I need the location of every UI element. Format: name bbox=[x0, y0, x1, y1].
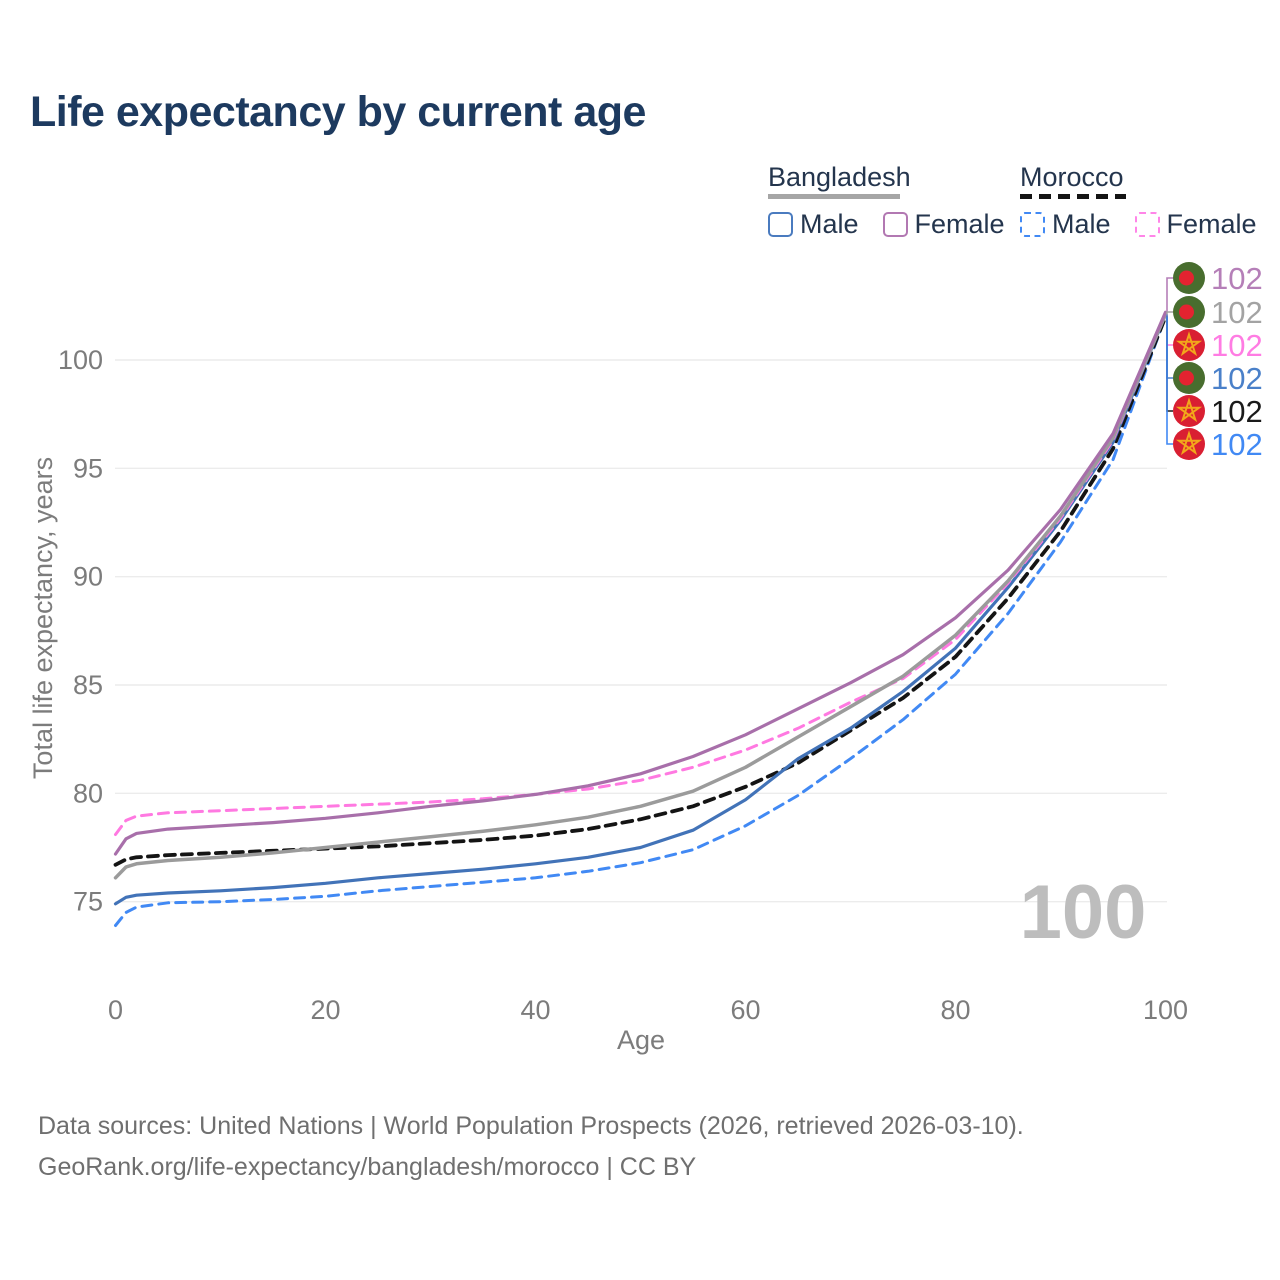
bangladesh-flag-dot bbox=[1179, 270, 1194, 286]
x-tick-label: 40 bbox=[520, 995, 550, 1025]
x-tick-label: 100 bbox=[1143, 995, 1188, 1025]
series-lines bbox=[113, 310, 1168, 927]
morocco-flag-star-icon bbox=[1175, 331, 1203, 357]
series-line-morocco-male bbox=[114, 315, 1167, 927]
legend-item-morocco-male[interactable]: Male bbox=[1020, 209, 1111, 240]
legend-group-bangladesh: Bangladesh Male Female bbox=[768, 163, 1005, 240]
leader-line-bangladesh-male bbox=[1166, 314, 1173, 379]
x-axis-ticks: 0 20 40 60 80 100 bbox=[108, 995, 1188, 1025]
y-tick-label: 85 bbox=[73, 670, 103, 700]
y-tick-label: 75 bbox=[73, 887, 103, 917]
attribution: Data sources: United Nations | World Pop… bbox=[38, 1106, 1024, 1188]
leader-line-bangladesh-both bbox=[1166, 311, 1173, 315]
series-line-bangladesh-male bbox=[113, 312, 1168, 906]
legend-item-bangladesh-female[interactable]: Female bbox=[882, 209, 1005, 240]
y-tick-label: 95 bbox=[73, 453, 103, 483]
bangladesh-female-swatch-icon[interactable] bbox=[882, 212, 908, 237]
morocco-flag-icon bbox=[1173, 428, 1205, 460]
morocco-flag-icon bbox=[1173, 329, 1205, 361]
end-value-label-bangladesh-female: 102 bbox=[1211, 261, 1263, 296]
y-tick-label: 90 bbox=[73, 562, 103, 592]
bangladesh-flag-dot bbox=[1179, 304, 1194, 320]
page-title: Life expectancy by current age bbox=[30, 88, 646, 136]
end-value-label-bangladesh-male: 102 bbox=[1211, 361, 1263, 396]
x-tick-label: 20 bbox=[310, 995, 340, 1025]
bangladesh-male-swatch-icon[interactable] bbox=[768, 212, 793, 237]
legend-label-female: Female bbox=[1166, 209, 1257, 239]
end-value-label-morocco-female: 102 bbox=[1211, 328, 1263, 363]
y-tick-label: 100 bbox=[58, 345, 103, 375]
morocco-linestyle-swatch bbox=[1020, 194, 1126, 199]
bangladesh-linestyle-swatch bbox=[768, 194, 900, 199]
y-axis-title: Total life expectancy, years bbox=[28, 457, 58, 779]
morocco-female-swatch-icon[interactable] bbox=[1134, 212, 1160, 237]
source-url-line: GeoRank.org/life-expectancy/bangladesh/m… bbox=[38, 1153, 697, 1181]
gridlines bbox=[115, 359, 1167, 903]
x-tick-label: 0 bbox=[108, 995, 123, 1025]
leader-line-morocco-both bbox=[1166, 316, 1173, 412]
data-sources-line: Data sources: United Nations | World Pop… bbox=[38, 1112, 1024, 1140]
legend-label-female: Female bbox=[914, 209, 1005, 239]
leader-line-bangladesh-female bbox=[1166, 277, 1173, 313]
y-axis-ticks: 75 80 85 90 95 100 bbox=[58, 345, 103, 917]
x-tick-label: 60 bbox=[730, 995, 760, 1025]
series-line-bangladesh-female bbox=[113, 310, 1168, 856]
end-value-label-bangladesh-both: 102 bbox=[1211, 295, 1263, 330]
legend-item-morocco-female[interactable]: Female bbox=[1134, 209, 1257, 240]
age-watermark: 100 bbox=[1020, 870, 1147, 955]
legend-label-male: Male bbox=[800, 209, 859, 239]
morocco-flag-star-icon bbox=[1175, 397, 1203, 423]
bangladesh-flag-dot bbox=[1179, 370, 1194, 386]
x-tick-label: 80 bbox=[940, 995, 970, 1025]
legend-item-bangladesh-male[interactable]: Male bbox=[768, 209, 859, 240]
legend-group-morocco: Morocco Male Female bbox=[1020, 163, 1257, 240]
end-value-label-morocco-male: 102 bbox=[1211, 427, 1263, 462]
legend-country-bangladesh: Bangladesh bbox=[768, 162, 911, 192]
legend-country-morocco: Morocco bbox=[1020, 162, 1124, 192]
series-line-morocco-both bbox=[113, 314, 1168, 867]
morocco-male-swatch-icon[interactable] bbox=[1020, 212, 1045, 237]
x-axis-title: Age bbox=[617, 1025, 665, 1055]
morocco-flag-icon bbox=[1173, 395, 1205, 427]
leader-line-morocco-female bbox=[1166, 314, 1173, 346]
legend-label-male: Male bbox=[1052, 209, 1111, 239]
morocco-flag-star-icon bbox=[1175, 430, 1203, 456]
series-line-bangladesh-both bbox=[113, 312, 1168, 880]
series-line-morocco-female bbox=[114, 313, 1167, 836]
leader-line-morocco-male bbox=[1166, 316, 1173, 445]
end-value-label-morocco-both: 102 bbox=[1211, 394, 1263, 429]
y-tick-label: 80 bbox=[73, 778, 103, 808]
